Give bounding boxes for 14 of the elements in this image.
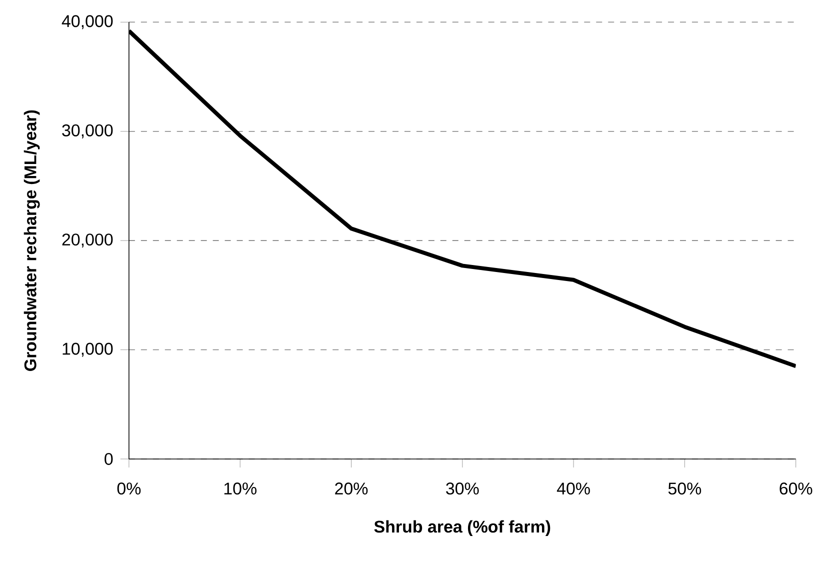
x-tick-label: 30%	[446, 482, 479, 494]
y-tick-label: 10,000	[62, 342, 113, 357]
x-tick-label: 0%	[117, 482, 141, 494]
x-tick-label: 20%	[335, 482, 368, 494]
y-tick-label: 20,000	[62, 233, 113, 248]
y-tick-label: 40,000	[62, 15, 113, 30]
x-tick-label: 60%	[780, 482, 812, 494]
y-tick-label: 0	[104, 452, 113, 465]
y-axis-title: Groundwater recharge (ML/year)	[24, 110, 40, 371]
x-axis-title: Shrub area (%of farm)	[374, 520, 550, 536]
x-tick-label: 40%	[556, 482, 590, 494]
y-tick-label: 30,000	[62, 124, 113, 138]
x-tick-label: 10%	[224, 482, 256, 494]
x-tick-label: 50%	[668, 482, 702, 494]
